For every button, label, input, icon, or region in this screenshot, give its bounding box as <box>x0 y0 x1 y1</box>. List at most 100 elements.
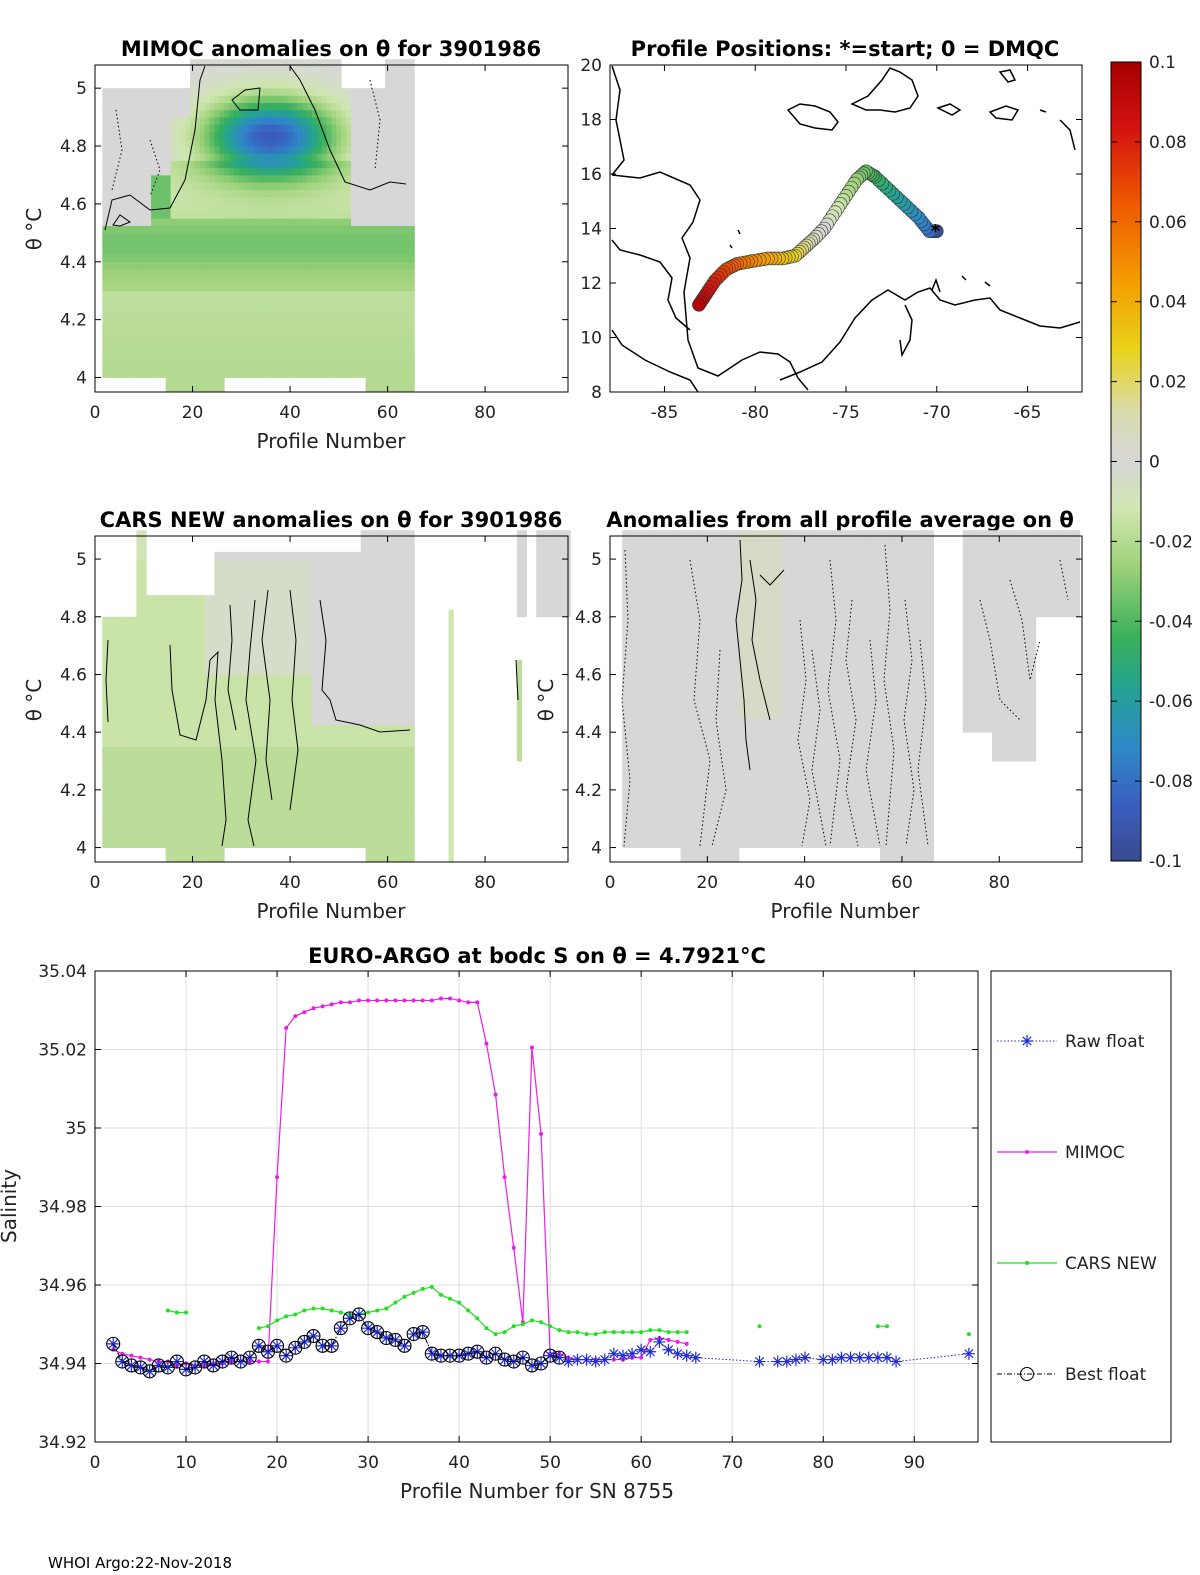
heatmap-cell <box>112 631 118 639</box>
heatmap-cell <box>170 363 176 371</box>
y-tick-label: 5 <box>76 79 87 99</box>
heatmap-cell <box>238 688 245 697</box>
heatmap-cell <box>199 363 206 371</box>
heatmap-cell <box>199 681 206 690</box>
heatmap-cell <box>263 80 269 89</box>
heatmap-cell <box>307 825 313 834</box>
heatmap-cell <box>155 797 162 805</box>
heatmap-cell <box>268 211 274 219</box>
heatmap-cell <box>151 117 157 125</box>
heatmap-cell <box>341 559 347 567</box>
heatmap-cell <box>219 566 225 574</box>
heatmap-cell <box>116 652 123 661</box>
heatmap-cell <box>287 160 293 169</box>
heatmap-cell <box>272 334 279 342</box>
heatmap-cell <box>214 174 220 183</box>
heatmap-cell <box>272 182 279 190</box>
heatmap-cell <box>272 196 279 205</box>
heatmap-cell <box>194 363 201 371</box>
heatmap-cell <box>399 283 406 292</box>
heatmap-cell <box>107 696 113 704</box>
heatmap-cell <box>102 146 108 154</box>
heatmap-cell <box>277 124 284 132</box>
heatmap-cell <box>219 746 225 755</box>
heatmap-cell <box>155 667 162 675</box>
heatmap-cell <box>116 623 123 632</box>
heatmap-cell <box>219 196 225 205</box>
heatmap-cell <box>370 225 376 234</box>
heatmap-cell <box>292 240 298 248</box>
heatmap-cell <box>321 768 328 776</box>
heatmap-cell <box>141 753 147 762</box>
heatmap-cell <box>155 645 162 654</box>
heatmap-cell <box>180 797 186 805</box>
heatmap-cell <box>302 182 308 190</box>
heatmap-cell <box>155 638 162 647</box>
heatmap-cell <box>238 138 245 147</box>
heatmap-cell <box>336 746 342 755</box>
heatmap-cell <box>404 102 410 111</box>
heatmap-cell <box>394 218 401 227</box>
heatmap-cell <box>170 797 176 805</box>
heatmap-cell <box>390 384 396 393</box>
heatmap-cell <box>287 652 293 661</box>
heatmap-cell <box>307 652 313 661</box>
heatmap-cell <box>141 768 147 776</box>
heatmap-cell <box>136 797 142 805</box>
heatmap-cell <box>102 667 108 675</box>
heatmap-cell <box>151 88 157 96</box>
heatmap-cell <box>238 319 245 328</box>
heatmap-cell <box>155 297 162 306</box>
colorbar-tick-label: 0.04 <box>1149 293 1187 313</box>
heatmap-cell <box>219 609 225 618</box>
heatmap-cell <box>214 276 220 284</box>
heatmap-cell <box>331 797 337 805</box>
heatmap-cell <box>131 211 137 219</box>
heatmap-cell <box>238 631 245 639</box>
heatmap-cell <box>336 753 342 762</box>
heatmap-cell <box>375 261 381 270</box>
heatmap-cell <box>336 153 342 161</box>
heatmap-cell <box>233 616 240 625</box>
heatmap-cell <box>224 341 230 349</box>
heatmap-cell <box>258 203 264 212</box>
heatmap-cell <box>224 840 230 848</box>
heatmap-cell <box>190 746 196 755</box>
heatmap-cell <box>107 782 113 791</box>
heatmap-cell <box>107 746 113 755</box>
heatmap-cell <box>272 174 279 183</box>
heatmap-cell <box>185 363 191 371</box>
heatmap-cell <box>307 688 313 697</box>
heatmap-cell <box>404 326 410 335</box>
heatmap-cell <box>238 297 245 306</box>
heatmap-cell <box>165 225 171 234</box>
heatmap-cell <box>248 182 254 190</box>
heatmap-cell <box>272 616 279 625</box>
heatmap-cell <box>292 602 298 610</box>
heatmap-cell <box>233 305 240 313</box>
heatmap-cell <box>307 833 313 841</box>
heatmap-cell <box>380 247 386 255</box>
heatmap-cell <box>219 225 225 234</box>
heatmap-cell <box>136 840 142 848</box>
heatmap-cell <box>160 174 167 183</box>
heatmap-cell <box>121 724 128 733</box>
heatmap-cell <box>351 797 357 805</box>
heatmap-cell <box>126 261 132 270</box>
heatmap-cell <box>263 833 269 841</box>
heatmap-cell <box>219 167 225 176</box>
heatmap-cell <box>307 595 313 603</box>
heatmap-cell <box>307 326 313 335</box>
heatmap-cell <box>107 247 113 255</box>
heatmap-cell <box>243 247 250 255</box>
positions-x-ticks: -85 -80 -75 -70 -65 <box>651 65 1041 423</box>
heatmap-cell <box>272 88 279 96</box>
heatmap-cell <box>394 232 401 241</box>
heatmap-cell <box>292 174 298 183</box>
heatmap-cell <box>355 696 362 704</box>
heatmap-cell <box>126 174 132 183</box>
heatmap-cell <box>321 153 328 161</box>
heatmap-cell <box>243 160 250 169</box>
heatmap-cell <box>302 254 308 263</box>
heatmap-cell <box>302 753 308 762</box>
